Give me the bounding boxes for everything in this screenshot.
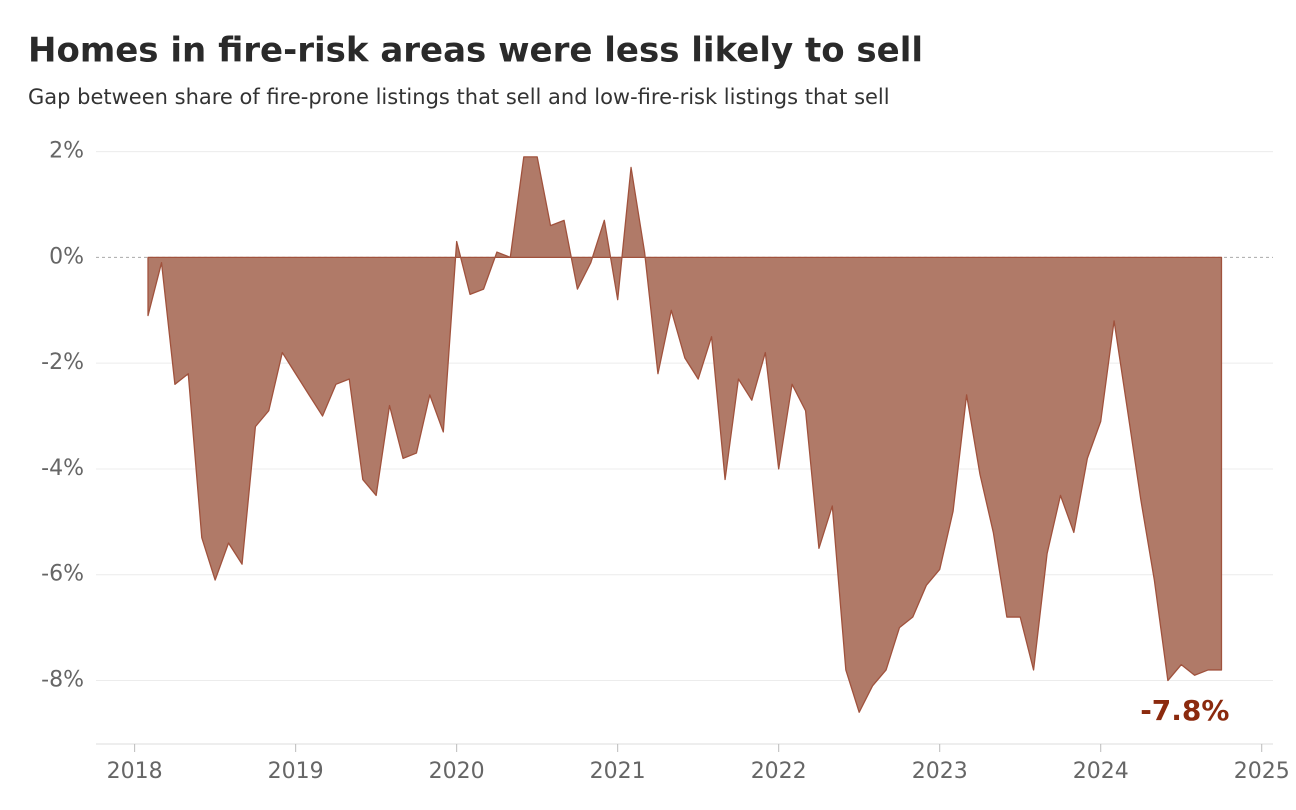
y-tick-label: 0% — [49, 244, 84, 269]
x-tick-label: 2022 — [751, 759, 807, 784]
x-tick-label: 2024 — [1073, 759, 1129, 784]
x-tick-label: 2025 — [1234, 759, 1290, 784]
y-tick-label: -8% — [41, 668, 84, 693]
x-tick-label: 2019 — [268, 759, 324, 784]
y-tick-label: -4% — [41, 456, 84, 481]
x-tick-label: 2023 — [912, 759, 968, 784]
chart-subtitle: Gap between share of fire-prone listings… — [28, 85, 890, 109]
value-label: -7.8% — [1140, 694, 1229, 727]
x-tick-label: 2020 — [429, 759, 485, 784]
x-tick-label: 2021 — [590, 759, 646, 784]
chart-title: Homes in fire-risk areas were less likel… — [28, 31, 923, 71]
y-tick-label: 2% — [49, 139, 84, 164]
y-tick-label: -6% — [41, 562, 84, 587]
y-tick-label: -2% — [41, 350, 84, 375]
area — [147, 156, 1223, 713]
x-tick-label: 2018 — [107, 759, 163, 784]
